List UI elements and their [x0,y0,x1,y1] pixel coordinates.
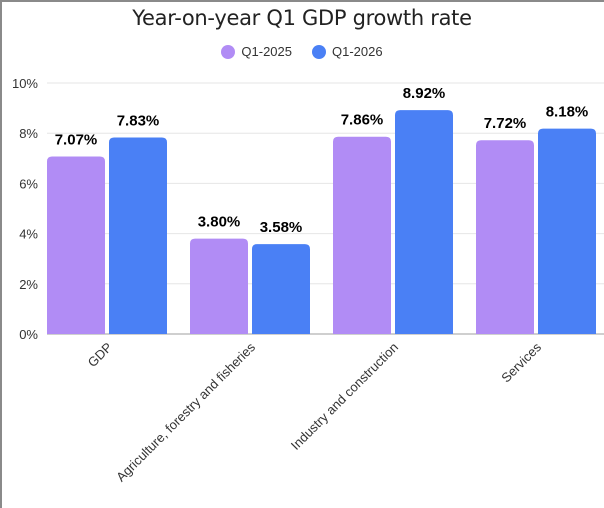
y-tick-label: 8% [19,126,38,141]
legend-item-q1-2026: Q1-2026 [312,44,383,59]
x-tick-label: Services [498,339,544,385]
bar-q1-2026 [395,110,453,334]
data-label: 8.92% [403,85,446,102]
data-label: 3.58% [260,219,303,236]
bar-q1-2026 [538,128,596,334]
x-tick-label: GDP [85,340,116,371]
data-label: 3.80% [198,214,241,231]
y-tick-label: 4% [19,227,38,242]
data-label: 7.86% [341,112,384,129]
data-label: 7.83% [117,112,160,129]
data-label: 8.18% [546,104,589,121]
bar-q1-2025 [47,156,105,334]
legend-label: Q1-2026 [332,44,383,59]
legend: Q1-2025 Q1-2026 [0,44,604,59]
chart-title: Year-on-year Q1 GDP growth rate [132,6,472,30]
legend-swatch-q1-2025 [221,44,236,59]
legend-item-q1-2025: Q1-2025 [221,44,292,59]
bar-q1-2025 [476,140,534,334]
legend-label: Q1-2025 [241,44,292,59]
bar-q1-2026 [252,244,310,334]
bar-q1-2025 [190,238,248,334]
bar-q1-2026 [109,137,167,334]
y-tick-label: 0% [19,327,38,342]
y-tick-label: 2% [19,277,38,292]
data-label: 7.72% [484,115,527,132]
y-tick-label: 6% [19,176,38,191]
bar-q1-2025 [333,136,391,334]
legend-swatch-q1-2026 [312,44,326,59]
data-label: 7.07% [55,132,98,149]
x-tick-label: Agriculture, forestry and fisheries [113,339,258,484]
x-tick-label: Industry and construction [288,340,401,453]
y-tick-label: 10% [12,76,38,91]
